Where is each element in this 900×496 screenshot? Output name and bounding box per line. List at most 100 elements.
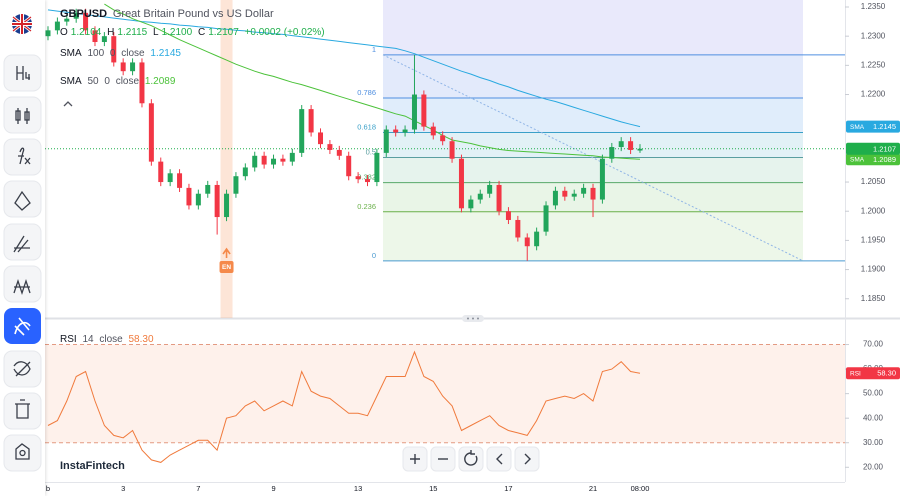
y-tick-label: 40.00 — [863, 413, 884, 422]
rsi-value: 58.30 — [128, 334, 154, 345]
tool-glyphs — [13, 66, 31, 460]
candle-body — [120, 62, 126, 72]
candle-body — [449, 141, 455, 159]
symbol-legend: GBPUSD Great Britain Pound vs US Dollar — [60, 8, 277, 20]
sma-value: 1.2145 — [150, 48, 181, 59]
candle-body — [101, 36, 107, 43]
candle-body — [562, 190, 568, 197]
candle-body — [130, 62, 136, 72]
price-tag — [846, 367, 900, 380]
tool-button[interactable] — [3, 223, 42, 261]
toolbar-icons — [3, 14, 42, 472]
candle-body — [233, 176, 239, 194]
candle-body — [364, 179, 370, 183]
candle-body — [336, 149, 342, 156]
brand: InstaFintech — [60, 460, 125, 472]
handle-dot — [467, 317, 469, 320]
candle-body — [430, 126, 436, 136]
sma-line — [47, 9, 641, 128]
candle-body — [468, 199, 474, 209]
fib-level-label: 0.5 — [366, 148, 376, 157]
price-tag-value: 1.2145 — [873, 122, 896, 131]
rsi-name: RSI — [60, 334, 77, 345]
candle-body — [148, 103, 154, 162]
symbol: GBPUSD — [60, 8, 108, 20]
candle-body — [64, 18, 70, 22]
x-tick-label: 08:00 — [631, 484, 650, 493]
candle-body — [440, 135, 446, 142]
y-tick-label: 20.00 — [863, 462, 884, 471]
candle-body — [45, 30, 51, 37]
price-tag-name: SMA — [850, 124, 865, 131]
tool-button[interactable] — [3, 180, 42, 218]
candle-body — [92, 30, 98, 43]
tool-button[interactable] — [3, 138, 42, 176]
candle-body — [214, 184, 220, 218]
tool-button[interactable] — [3, 96, 42, 134]
rsi-legend: RSI 14 close 58.30 — [60, 334, 157, 345]
candle-body — [252, 155, 258, 168]
event-arrow — [222, 247, 231, 258]
fib-band — [383, 132, 803, 158]
y-tick-label: 1.1850 — [861, 294, 886, 303]
y-tick-label: 1.2200 — [861, 90, 886, 99]
ohlc-change: +0.0002 (+0.02%) — [244, 27, 325, 38]
sma-source: close — [115, 76, 140, 87]
candle-body — [355, 176, 361, 180]
fib-level-label: 0.618 — [357, 122, 376, 131]
candle-body — [534, 231, 540, 247]
rsi-source: close — [99, 334, 123, 345]
sma-period: 100 — [87, 48, 105, 59]
sma-line — [104, 3, 641, 160]
candle-body — [167, 173, 173, 183]
tool-button[interactable] — [3, 265, 42, 303]
handle-dot — [472, 317, 474, 320]
event-band — [220, 0, 233, 318]
ohlc-value: 1.2107 — [208, 27, 239, 38]
price-tag-name: SMA — [850, 157, 865, 164]
sma-source: close — [121, 48, 145, 59]
candle-body — [261, 155, 267, 165]
candle-body — [158, 161, 164, 183]
candle-body — [628, 141, 634, 150]
candle-body — [505, 211, 511, 220]
candle-body — [524, 237, 530, 247]
ohlc-value: 1.2104 — [70, 27, 102, 38]
x-tick-label: 15 — [429, 484, 437, 493]
x-tick-label: 21 — [589, 484, 597, 493]
sma-offset: 0 — [109, 48, 116, 59]
fib-band — [383, 157, 803, 183]
x-tick-label: 17 — [504, 484, 512, 493]
candle-body — [139, 62, 145, 104]
tool-button-active[interactable] — [4, 308, 41, 344]
price-tag — [846, 120, 900, 133]
y-tick-label: 1.2000 — [861, 206, 886, 215]
rsi-period: 14 — [82, 334, 94, 345]
candle-body — [318, 132, 324, 145]
candle-body — [411, 94, 417, 130]
toolbar — [0, 0, 45, 496]
y-tick-label: 50.00 — [863, 389, 884, 398]
y-tick-label: 1.1900 — [861, 265, 886, 274]
flag[interactable] — [12, 14, 32, 34]
x-tick-label: 13 — [354, 484, 362, 493]
candle-body — [496, 184, 502, 212]
y-tick-label: 1.2050 — [861, 177, 886, 186]
event-label: EN — [222, 264, 231, 271]
price-tag — [846, 142, 900, 155]
tool-button[interactable] — [3, 392, 42, 430]
candle-body — [280, 158, 286, 162]
y-tick-label: 30.00 — [863, 438, 884, 447]
ohlc-label: L — [153, 27, 159, 38]
candle-body — [195, 193, 201, 206]
sma-legend: SMA 50 0 close 1.2089 — [60, 76, 178, 87]
price-tag — [846, 153, 900, 166]
price-tag-name: RSI — [850, 370, 861, 377]
price-tag-value: 1.2107 — [873, 144, 896, 153]
y-tick-label: 1.1950 — [861, 236, 886, 245]
candle-body — [186, 187, 192, 206]
fib-level-label: 1 — [372, 45, 376, 54]
fib-band — [383, 54, 803, 99]
tool-button[interactable] — [3, 434, 42, 472]
